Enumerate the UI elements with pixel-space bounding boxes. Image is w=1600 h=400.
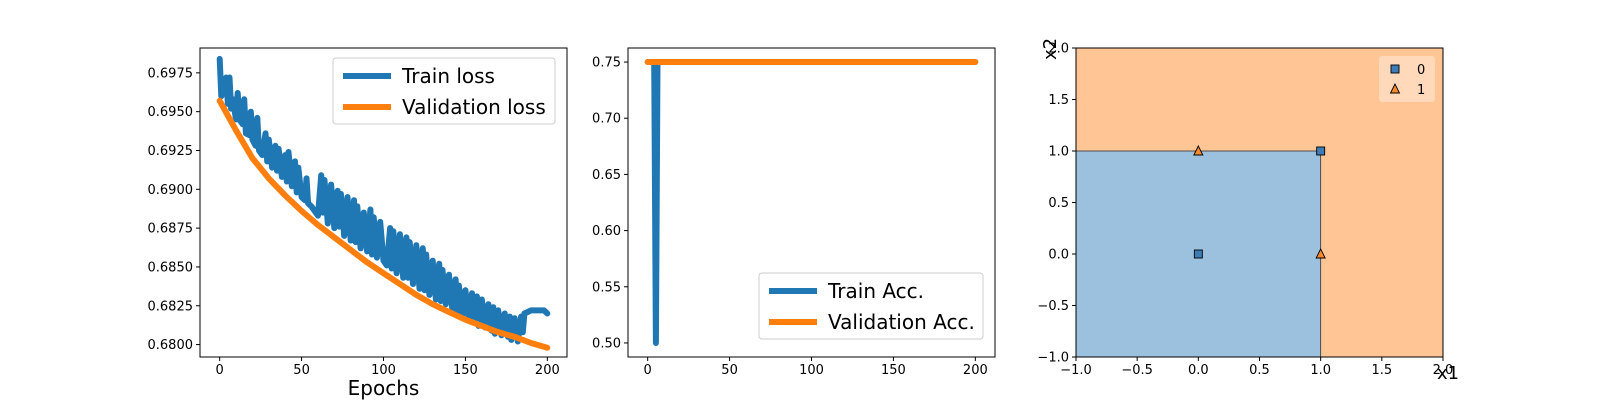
loss-chart: 0 50 100 150 200 0.6800 0.6825 0.6850 0.6875 0.69…	[148, 47, 568, 400]
y-tick-label: 0.5	[1048, 196, 1069, 211]
y-tick-label: 0.6825	[148, 299, 194, 314]
legend: Train Acc. Validation Acc.	[758, 272, 984, 340]
x-tick-label: 0	[216, 363, 224, 378]
y-tick-label: 0.50	[592, 336, 621, 351]
data-point-class-0	[1316, 146, 1326, 156]
legend-label-0: Train Acc.	[827, 279, 924, 303]
y-tick-label: 0.6850	[148, 260, 194, 275]
y-tick-label: 0.75	[592, 56, 621, 71]
y-tick-label: −1.0	[1037, 351, 1069, 366]
x-tick-label: 200	[535, 363, 560, 378]
x-axis-label: x1	[1437, 363, 1459, 384]
y-tick-label: 0.6975	[148, 66, 194, 81]
x-tick-label: 0	[644, 363, 652, 378]
y-tick-label: 0.6800	[148, 338, 194, 353]
legend-marker-1	[1389, 82, 1401, 94]
legend-label-1: 1	[1417, 83, 1425, 98]
series-line-1	[216, 97, 551, 351]
decision-region-chart: −1.0 −0.5 0.0 0.5 1.0 1.5 2.0 −1.0 −0.5 0.0 0.5 1.0…	[1037, 38, 1459, 384]
x-tick-label: 0.0	[1188, 363, 1209, 378]
y-tick-label: 0.6875	[148, 222, 194, 237]
x-tick-label: 200	[963, 363, 988, 378]
data-point-class-0	[1193, 249, 1203, 259]
y-tick-label: 2.0	[1048, 42, 1069, 57]
y-tick-label: 0.6900	[148, 183, 194, 198]
data-point-class-1	[1193, 144, 1204, 156]
data-point-class-1	[1315, 247, 1326, 259]
y-tick-label: 0.55	[592, 280, 621, 295]
x-tick-label: 1.5	[1371, 363, 1392, 378]
x-tick-label: 100	[371, 363, 396, 378]
legend-label-0: 0	[1417, 63, 1425, 78]
x-tick-label: 0.5	[1249, 363, 1270, 378]
y-tick-label: 0.0	[1048, 248, 1069, 263]
legend-label-1: Validation loss	[402, 95, 546, 119]
accuracy-chart: 0 50 100 150 200 0.50 0.55 0.60 0.65 0.70 0.75 Trai…	[592, 47, 996, 378]
legend-frame	[1379, 56, 1435, 102]
x-tick-label: 50	[293, 363, 310, 378]
x-tick-label: 150	[453, 363, 478, 378]
legend-marker-0	[1390, 64, 1400, 74]
legend: Train loss Validation loss	[332, 57, 556, 125]
x-tick-label: 150	[881, 363, 906, 378]
y-tick-label: 0.60	[592, 224, 621, 239]
series-group	[644, 59, 979, 346]
x-tick-label: 100	[799, 363, 824, 378]
legend: 01	[1379, 56, 1435, 102]
x-tick-label: −0.5	[1121, 363, 1153, 378]
x-tick-label: −1.0	[1060, 363, 1092, 378]
x-tick-label: 2.0	[1433, 363, 1454, 378]
y-tick-label: −0.5	[1037, 299, 1069, 314]
legend-label-0: Train loss	[401, 64, 495, 88]
y-tick-label: 0.6925	[148, 144, 194, 159]
series-group	[216, 55, 551, 351]
y-tick-label: 0.6950	[148, 105, 194, 120]
y-tick-label: 1.0	[1048, 145, 1069, 160]
y-tick-label: 1.5	[1048, 93, 1069, 108]
y-axis-label: x2	[1040, 38, 1061, 60]
y-tick-label: 0.65	[592, 168, 621, 183]
x-axis-label: Epochs	[348, 376, 420, 400]
y-tick-label: 0.70	[592, 112, 621, 127]
x-tick-label: 1.0	[1310, 363, 1331, 378]
x-tick-label: 50	[721, 363, 738, 378]
legend-label-1: Validation Acc.	[828, 310, 975, 334]
